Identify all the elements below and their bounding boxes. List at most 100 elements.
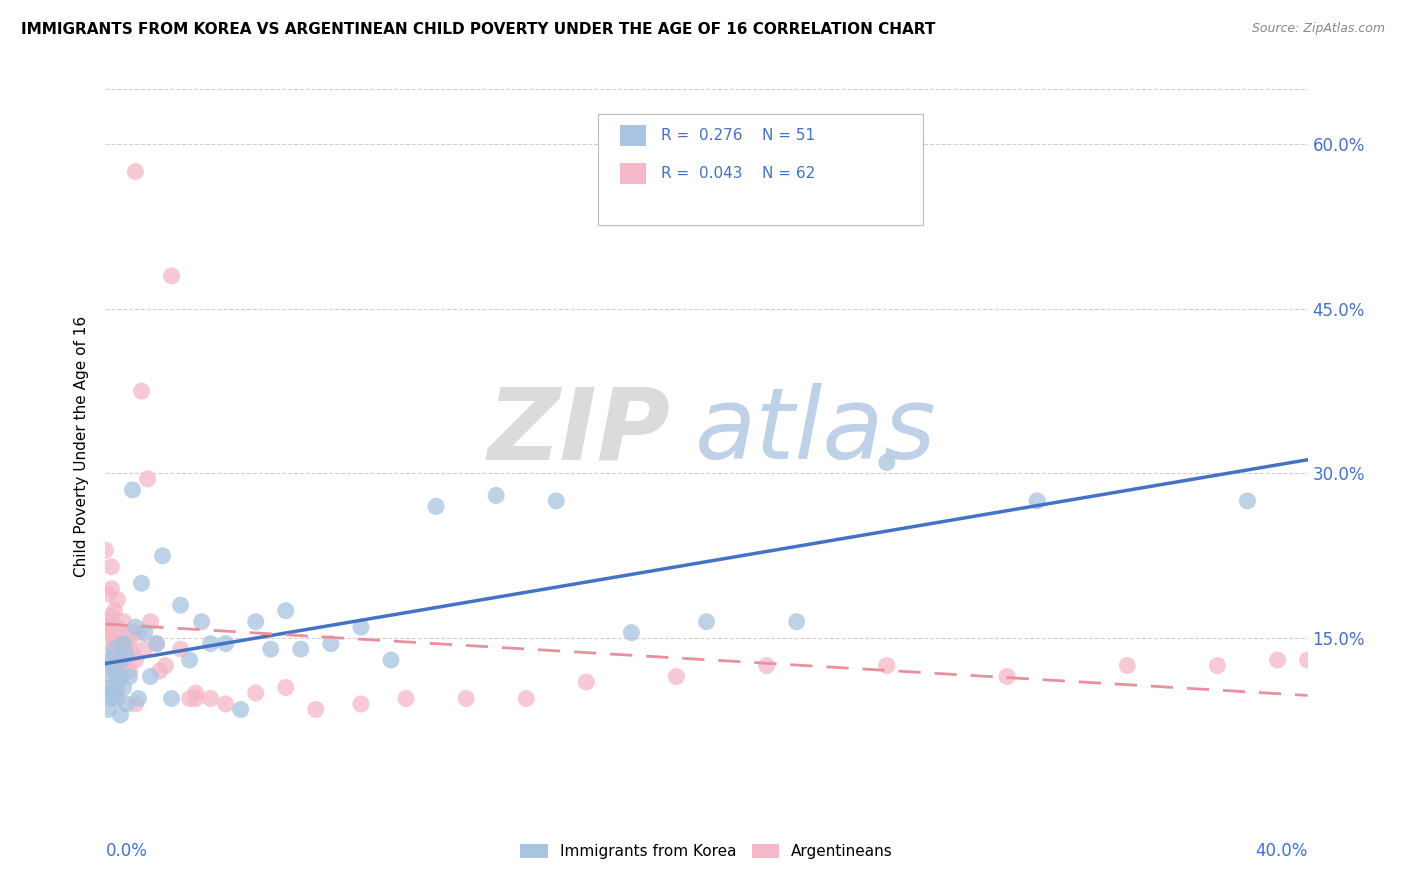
Point [100,582,122,596]
FancyBboxPatch shape [599,114,922,225]
Point [169,642,191,657]
Point [124,697,146,711]
Point [152,549,174,563]
Point [274,681,297,695]
Text: R =  0.276    N = 51: R = 0.276 N = 51 [661,128,815,143]
Point [97,702,120,716]
Point [1296,653,1319,667]
Point [100,559,122,574]
Point [876,658,898,673]
Point [515,691,537,706]
Point [121,648,143,662]
Point [148,664,170,678]
Point [1026,494,1049,508]
Point [94,620,117,634]
Point [103,648,125,662]
Point [184,686,207,700]
Point [100,609,122,624]
Point [190,615,212,629]
Text: 40.0%: 40.0% [1256,842,1308,860]
Point [107,620,129,634]
Point [107,675,129,690]
Point [134,642,156,657]
Point [179,691,201,706]
Point [155,658,177,673]
Point [1236,494,1258,508]
Point [124,620,146,634]
Text: 0.0%: 0.0% [105,842,148,860]
Point [103,642,125,657]
Point [110,658,132,673]
Point [145,637,167,651]
Point [139,615,162,629]
Point [319,637,342,651]
Point [121,483,143,497]
Point [107,681,129,695]
Point [103,604,125,618]
Point [97,637,120,651]
Point [103,664,125,678]
Point [876,455,898,469]
Point [97,625,120,640]
Y-axis label: Child Poverty Under the Age of 16: Child Poverty Under the Age of 16 [75,316,90,576]
Point [97,615,120,629]
Point [121,625,143,640]
Point [131,384,153,398]
Point [546,494,568,508]
Point [136,472,159,486]
Point [184,691,207,706]
Point [115,648,138,662]
Point [103,631,125,645]
Point [112,681,135,695]
Text: ZIP: ZIP [488,384,671,480]
Point [115,697,138,711]
Point [350,697,373,711]
Point [97,653,120,667]
Point [115,637,138,651]
Point [395,691,418,706]
Point [454,691,477,706]
Point [110,653,132,667]
Point [245,686,267,700]
Text: Source: ZipAtlas.com: Source: ZipAtlas.com [1251,22,1385,36]
Point [112,615,135,629]
Point [110,669,132,683]
Point [100,653,122,667]
Point [214,697,236,711]
Legend: Immigrants from Korea, Argentineans: Immigrants from Korea, Argentineans [520,845,893,859]
Point [145,637,167,651]
Point [620,625,643,640]
Point [575,675,598,690]
Point [118,669,141,683]
Point [229,702,252,716]
Point [1206,658,1229,673]
Point [115,653,138,667]
Point [112,637,135,651]
Point [200,637,222,651]
Point [274,604,297,618]
Point [100,691,122,706]
Point [97,587,120,601]
Point [380,653,402,667]
Point [112,653,135,667]
Point [118,637,141,651]
Point [124,653,146,667]
Point [124,164,146,178]
Point [100,658,122,673]
Point [200,691,222,706]
Text: R =  0.043    N = 62: R = 0.043 N = 62 [661,166,815,181]
Point [1267,653,1289,667]
Point [94,686,117,700]
Point [134,625,156,640]
Text: atlas: atlas [695,384,936,480]
Point [97,681,120,695]
Bar [620,125,647,146]
Point [94,543,117,558]
Point [131,576,153,591]
Point [245,615,267,629]
Point [485,488,508,502]
Point [425,500,447,514]
Point [260,642,283,657]
Point [665,669,688,683]
Point [214,637,236,651]
